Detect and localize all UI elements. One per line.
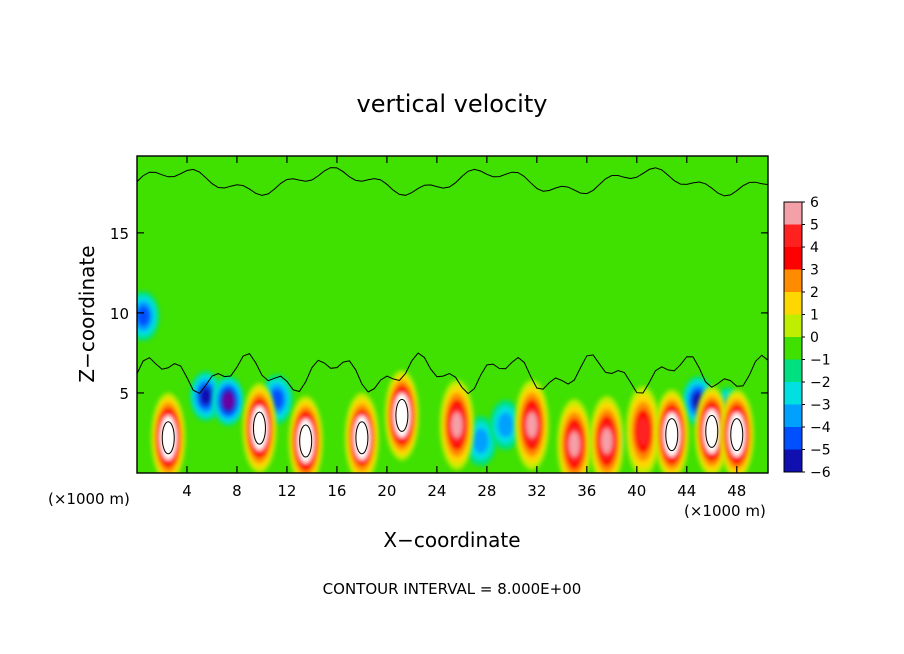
contour-core-3 [355,421,369,455]
contour-lines [137,167,768,458]
colorbar-swatch [784,224,802,247]
field-band [222,392,234,410]
updraft-core-0 [151,392,186,473]
field-band [526,412,538,438]
field-band [472,428,489,454]
y-tick-label: 10 [110,305,129,323]
downdraft-core-3 [137,291,160,342]
colorbar-label: 2 [810,285,819,301]
updraft-core-10 [654,389,689,473]
colorbar-label: 5 [810,218,819,234]
downdraft-core-5 [489,399,522,450]
x-tick-label: 16 [327,482,346,500]
colorbar-swatch [784,269,802,292]
updraft-core-5 [439,379,474,470]
updraft-core-2 [288,395,323,473]
colorbar-swatch [784,337,802,360]
colorbar-swatch [784,427,802,450]
contour-core-10 [665,418,679,452]
colorbar: 6 5 4 3 2 1 0 −1 −2 −3 −4 −5 −6 [783,195,831,481]
colorbar-swatch [784,359,802,382]
x-tick-label: 24 [427,482,446,500]
updraft-core-4 [384,370,419,461]
field-band [568,431,580,457]
colorbar-label: −6 [810,465,831,481]
colorbar-swatch [784,449,802,472]
x-unit-right: (×1000 m) [684,502,766,520]
x-tick-label: 28 [477,482,496,500]
x-tick-label: 40 [627,482,646,500]
updraft-core-6 [514,379,549,470]
x-tick-label: 12 [277,482,296,500]
colorbar-label: −4 [810,420,831,436]
x-axis: 4 8 12 16 20 24 28 32 36 40 44 48 [182,156,746,500]
x-tick-label: 8 [232,482,242,500]
updraft-core-3 [344,392,379,473]
contour-core-2 [299,424,313,458]
y-tick-label: 15 [110,225,129,243]
field-band [601,428,613,454]
contour-interval-note: CONTOUR INTERVAL = 8.000E+00 [323,580,582,598]
y-axis: 5 10 15 [110,225,768,403]
colorbar-label: −2 [810,375,831,391]
updraft-core-12 [719,389,754,473]
x-tick-label: 36 [577,482,596,500]
plot-frame [136,155,769,474]
colorbar-label: −3 [810,398,831,414]
x-tick-label: 32 [527,482,546,500]
y-tick-label: 5 [119,385,129,403]
colorbar-swatch [784,247,802,270]
colorbar-label: −5 [810,443,831,459]
contour-core-4 [395,398,409,432]
plot-area [137,156,768,473]
colorbar-swatch [784,202,802,225]
y-axis-label: Z−coordinate [75,245,99,382]
upper-contour [137,167,768,197]
downdraft-core-1 [212,375,245,426]
field-band [137,305,150,327]
contour-core-1 [252,411,266,445]
colorbar-swatch [784,404,802,427]
updraft-core-8 [589,395,624,473]
contour-core-11 [705,414,719,448]
updraft-core-9 [626,386,661,473]
updraft-core-7 [557,399,592,473]
downdraft-core-4 [464,415,497,466]
colorbar-swatch [784,292,802,315]
colorbar-swatch [784,314,802,337]
x-tick-label: 44 [677,482,696,500]
colorbar-label: 3 [810,263,819,279]
x-unit-left: (×1000 m) [48,490,130,508]
contour-core-0 [161,421,175,455]
x-tick-label: 4 [182,482,192,500]
field-band [199,387,212,406]
updraft-core-1 [242,383,277,473]
colorbar-swatch [784,382,802,405]
colorbar-label: −1 [810,353,831,369]
velocity-field [137,291,754,473]
colorbar-label: 4 [810,240,819,256]
x-tick-label: 20 [377,482,396,500]
colorbar-label: 6 [810,195,819,211]
zero-contour [137,352,768,395]
contour-core-12 [730,418,744,452]
x-tick-label: 48 [727,482,746,500]
chart-title: vertical velocity [357,90,548,118]
field-band [451,412,463,438]
field-band [636,416,650,446]
x-axis-label: X−coordinate [383,528,520,552]
field-band [497,412,514,438]
colorbar-label: 0 [810,330,819,346]
colorbar-label: 1 [810,308,819,324]
